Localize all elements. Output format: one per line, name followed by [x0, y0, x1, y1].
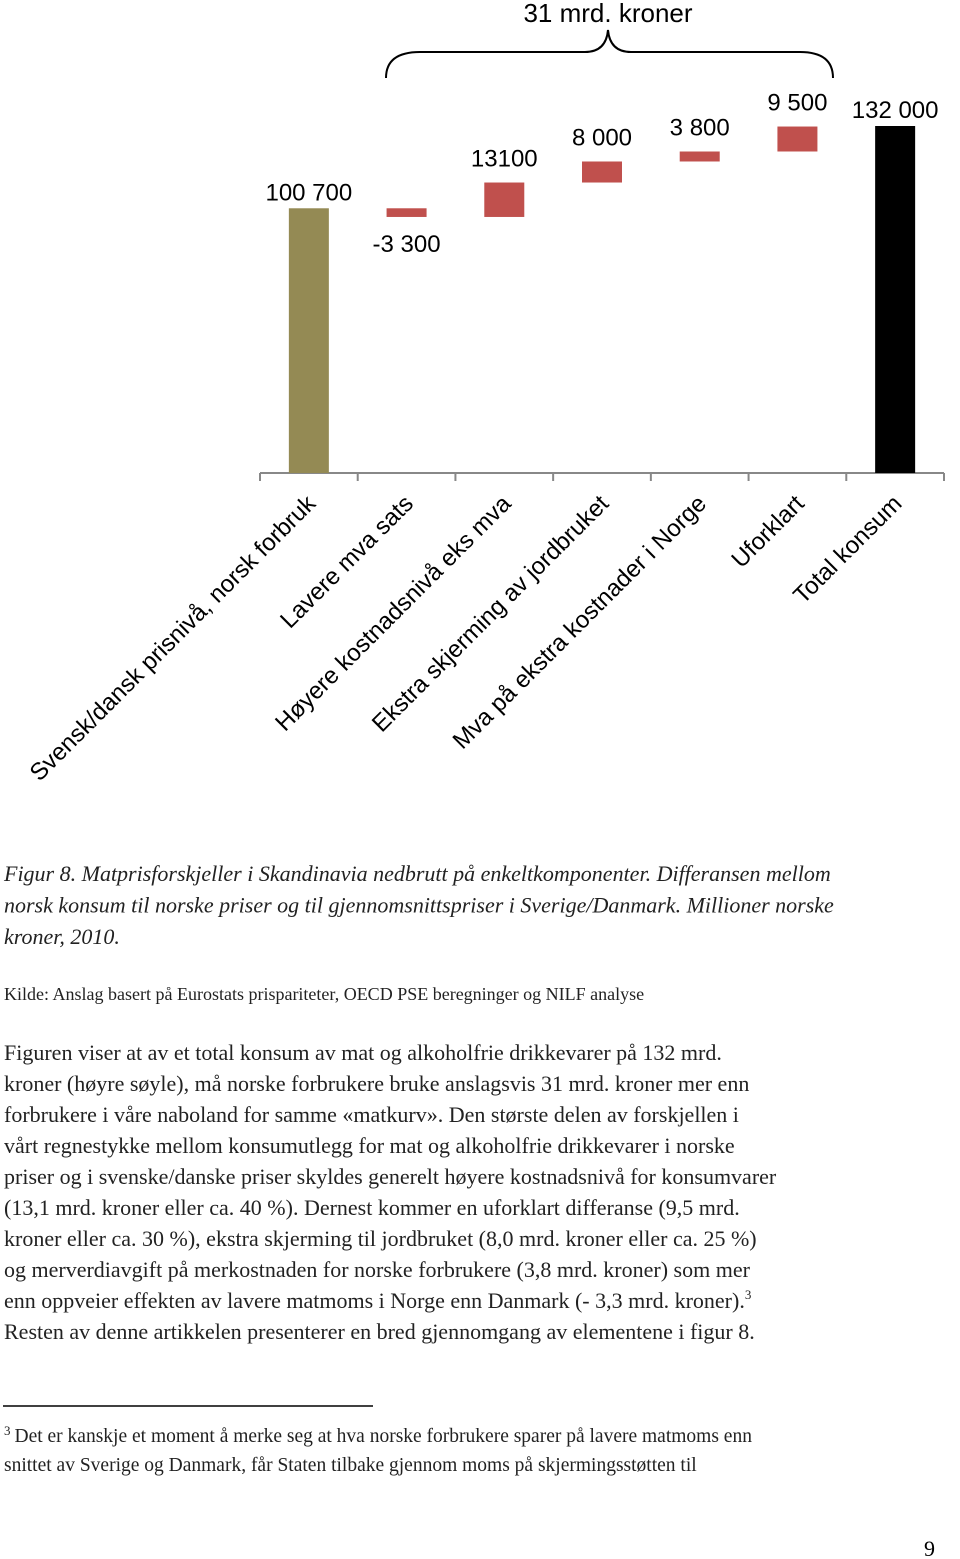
body-line: kroner (høyre søyle), må norske forbruke… [4, 1071, 749, 1096]
body-text: enn oppveier effekten av lavere matmoms … [4, 1288, 745, 1313]
bar [484, 182, 525, 217]
body-line: forbrukere i våre naboland for samme «ma… [4, 1102, 739, 1127]
source: Kilde: Anslag basert på Eurostats prispa… [4, 984, 644, 1004]
footnote-line: 3 Det er kanskje et moment å merke seg at… [4, 1423, 752, 1447]
value-label: 132 000 [852, 97, 939, 124]
caption-line: norsk konsum til norske priser og til gj… [4, 893, 834, 918]
body-text: forbrukere i våre naboland for samme «ma… [4, 1102, 739, 1127]
value-label: -3 300 [373, 231, 441, 258]
body-text: og merverdiavgift på merkostnaden for no… [4, 1257, 751, 1282]
value-label: 8 000 [572, 124, 632, 151]
body-line: Resten av denne artikkelen presenterer e… [4, 1319, 755, 1344]
bar [386, 208, 427, 217]
body-text: priser og i svenske/danske priser skylde… [4, 1164, 777, 1189]
value-label: 100 700 [265, 179, 352, 206]
body-text: vårt regnestykke mellom konsumutlegg for… [4, 1133, 735, 1158]
footnote-ref: 3 [745, 1287, 752, 1302]
footnote-marker: 3 [4, 1423, 11, 1438]
body-line: priser og i svenske/danske priser skylde… [4, 1164, 777, 1189]
body-text: Figuren viser at av et total konsum av m… [4, 1040, 722, 1065]
body-line: vårt regnestykke mellom konsumutlegg for… [4, 1133, 735, 1158]
caption-line: Figur 8. Matprisforskjeller i Skandinavi… [3, 861, 831, 886]
value-label: 13100 [471, 146, 538, 173]
footnote-line: snittet av Sverige og Danmark, får State… [4, 1455, 697, 1476]
bar [288, 208, 329, 473]
bar [582, 161, 622, 183]
footnote-text: Det er kanskje et moment å merke seg at … [15, 1426, 753, 1447]
body-text: kroner (høyre søyle), må norske forbruke… [4, 1071, 749, 1096]
body-line: og merverdiavgift på merkostnaden for no… [4, 1257, 751, 1282]
bar [875, 126, 916, 473]
annotation: 31 mrd. kroner [523, 0, 692, 28]
value-label: 9 500 [767, 90, 827, 117]
bar [679, 151, 720, 162]
x-tick-label: Uforklart [726, 490, 809, 573]
bar [777, 126, 818, 152]
x-tick-label: Svensk/dansk prisnivå, norsk forbruk [25, 489, 322, 786]
body-text: Resten av denne artikkelen presenterer e… [4, 1319, 755, 1344]
body-line: kroner eller ca. 30 %), ekstra skjerming… [4, 1226, 757, 1251]
footnote-text: snittet av Sverige og Danmark, får State… [4, 1455, 697, 1476]
brace [385, 29, 834, 79]
body-text: (13,1 mrd. kroner eller ca. 40 %). Derne… [4, 1195, 740, 1220]
body-line: (13,1 mrd. kroner eller ca. 40 %). Derne… [4, 1195, 740, 1220]
value-label: 3 800 [670, 114, 730, 141]
body-line: enn oppveier effekten av lavere matmoms … [4, 1287, 751, 1313]
page-number: 9 [924, 1536, 935, 1559]
body-line: Figuren viser at av et total konsum av m… [4, 1040, 722, 1065]
caption-line: kroner, 2010. [4, 924, 120, 949]
body-text: kroner eller ca. 30 %), ekstra skjerming… [4, 1226, 757, 1251]
